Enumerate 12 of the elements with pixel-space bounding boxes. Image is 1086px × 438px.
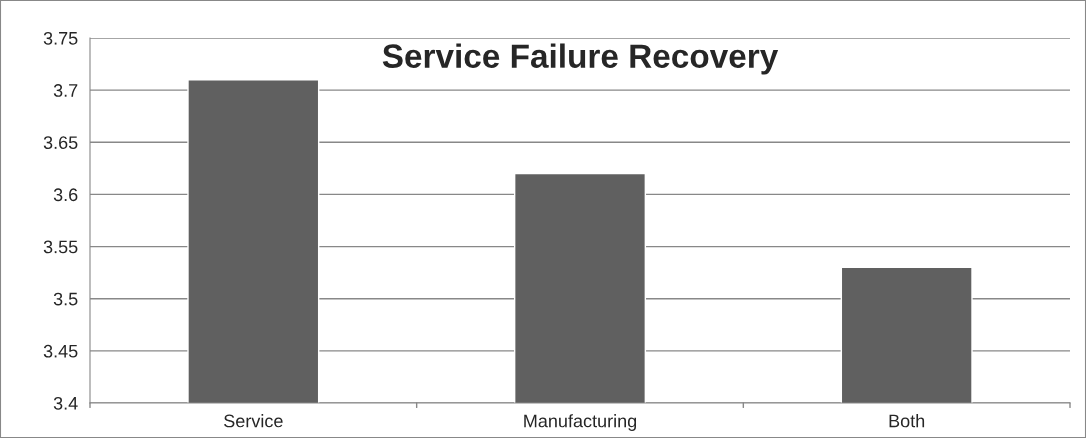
y-tick-label: 3.55	[43, 240, 78, 254]
x-tick-label: Manufacturing	[524, 414, 637, 431]
y-tick-label: 3.65	[43, 136, 78, 150]
y-tick-label: 3.4	[53, 396, 78, 410]
y-tick-label: 3.45	[43, 344, 78, 358]
y-tick-label: 3.7	[53, 84, 78, 97]
x-tick-label: Both	[889, 414, 925, 428]
y-tick-label: 3.75	[43, 31, 78, 45]
x-tick-label: Service	[224, 414, 283, 428]
chart-title: Service Failure Recovery	[382, 43, 779, 75]
y-tick-label: 3.5	[53, 292, 78, 306]
y-tick-label: 3.6	[53, 188, 78, 202]
